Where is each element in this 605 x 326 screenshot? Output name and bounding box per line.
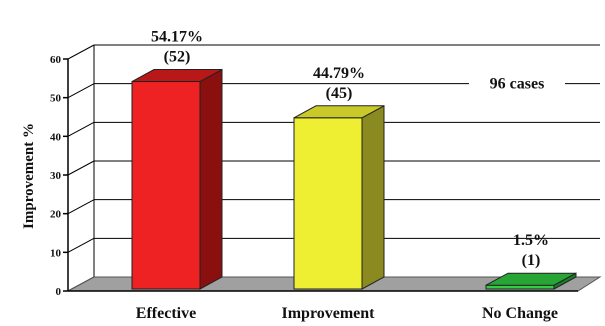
y-tick-label: 10 xyxy=(50,247,62,259)
data-label-count: (1) xyxy=(522,252,541,269)
annotation-total-cases: 96 cases xyxy=(490,76,545,93)
data-label-percent: 54.17% xyxy=(151,29,203,46)
y-axis-group: 0 10 20 30 40 50 60 xyxy=(50,54,69,298)
grid-slant xyxy=(67,121,95,137)
y-tick-label: 30 xyxy=(50,170,62,182)
bar xyxy=(293,117,363,290)
data-label-percent: 1.5% xyxy=(513,232,549,249)
x-category-label: Effective xyxy=(136,305,196,322)
data-label-percent: 44.79% xyxy=(313,65,365,82)
bar-top xyxy=(293,105,385,119)
bar-top xyxy=(131,69,223,83)
bar xyxy=(485,284,555,290)
x-category-label: Improvement xyxy=(281,305,375,322)
grid-slant xyxy=(67,199,95,215)
grid-slant xyxy=(67,44,95,60)
y-tick-label: 0 xyxy=(56,286,62,298)
grid-slant xyxy=(67,160,95,176)
y-tick-label: 60 xyxy=(50,54,62,66)
bar-top xyxy=(485,272,577,286)
y-tick-label: 20 xyxy=(50,209,62,221)
annotation-bg xyxy=(469,71,565,94)
x-category-label: No Change xyxy=(482,305,558,322)
data-label-count: (52) xyxy=(164,49,191,66)
bars-group xyxy=(131,68,577,290)
labels-group: Effective 54.17% (52) Improvement 44.79% (45)… xyxy=(136,29,565,322)
bar-side xyxy=(199,68,223,290)
grid-slant xyxy=(67,237,95,253)
y-tick-label: 50 xyxy=(50,93,62,105)
y-axis-label: Improvement % xyxy=(21,123,37,229)
bar-side xyxy=(361,104,385,290)
bar xyxy=(131,81,201,290)
data-label-count: (45) xyxy=(326,85,353,102)
grid-slant xyxy=(67,83,95,99)
y-tick-label: 40 xyxy=(50,131,62,143)
